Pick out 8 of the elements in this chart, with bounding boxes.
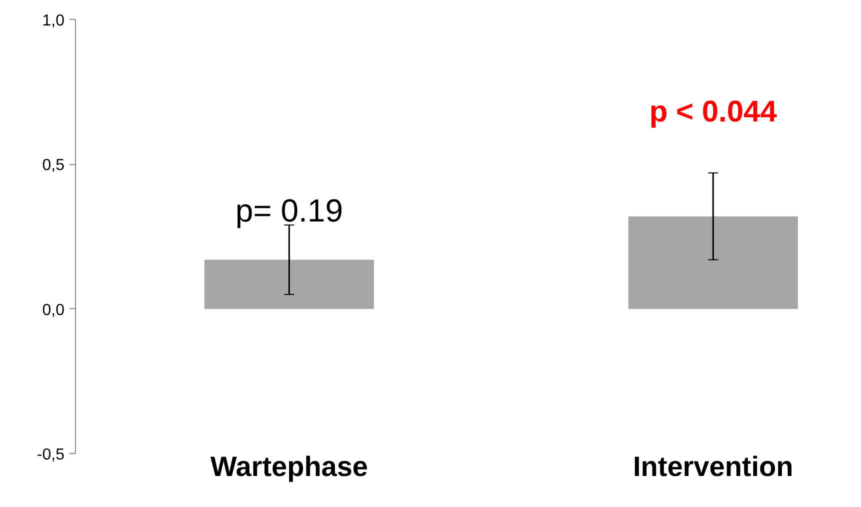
x-tick-label: Wartephase [210,451,368,482]
y-tick-label: 0,0 [42,302,65,319]
annotation: p= 0.19 [235,192,343,229]
y-tick-label: 1,0 [42,12,65,30]
y-tick-label: 0,5 [42,157,65,174]
y-tick-label: -0,5 [36,446,65,464]
x-tick-label: Intervention [633,451,794,482]
annotation: p < 0.044 [649,96,778,129]
